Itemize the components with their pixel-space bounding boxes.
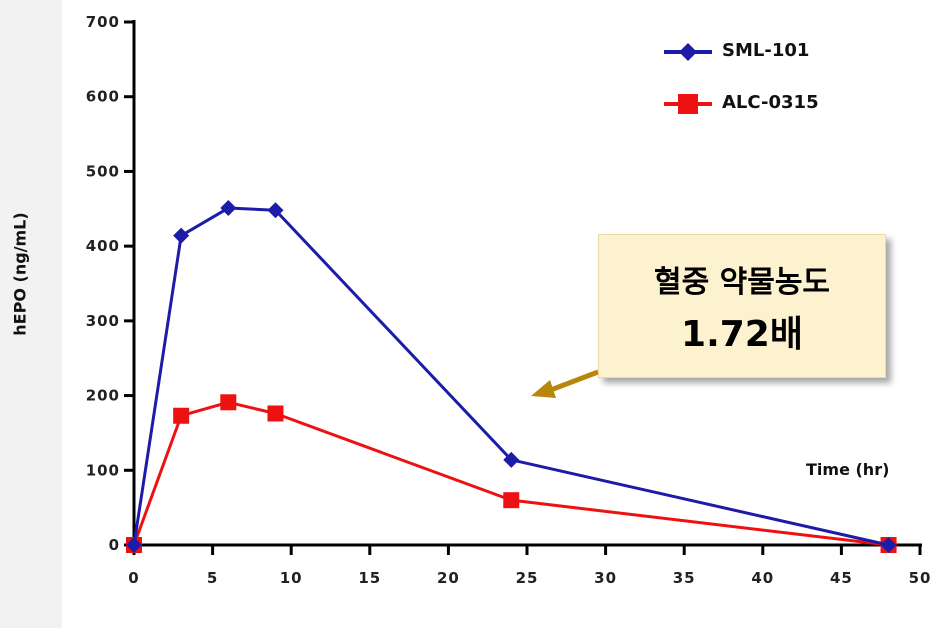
data-point-alc-0315 (267, 406, 283, 422)
y-tick-label: 100 (86, 461, 120, 479)
x-tick-label: 25 (516, 569, 539, 587)
data-point-alc-0315 (220, 394, 236, 410)
y-tick-label: 600 (86, 88, 120, 106)
data-point-alc-0315 (503, 492, 519, 508)
x-tick-label: 35 (673, 569, 696, 587)
x-tick-label: 20 (437, 569, 460, 587)
y-tick-label: 700 (86, 13, 120, 31)
y-tick-label: 300 (86, 312, 120, 330)
legend-label-alc-0315: ALC-0315 (722, 92, 819, 113)
x-tick-label: 30 (594, 569, 617, 587)
legend-swatch-marker-sml-101 (679, 43, 697, 61)
x-tick-label: 45 (830, 569, 853, 587)
legend-label-sml-101: SML-101 (722, 40, 809, 61)
y-tick-label: 400 (86, 237, 120, 255)
x-tick-label: 10 (280, 569, 303, 587)
annotation-callout: 혈중 약물농도 1.72배 (598, 234, 886, 378)
data-point-alc-0315 (173, 408, 189, 424)
callout-text-concentration: 혈중 약물농도 (599, 257, 885, 301)
x-axis-title: Time (hr) (806, 460, 889, 479)
y-axis-title-text: hEPO (ng/mL) (11, 212, 30, 335)
callout-arrow-head (531, 380, 556, 398)
data-point-sml-101 (173, 228, 189, 244)
x-tick-label: 15 (358, 569, 381, 587)
y-tick-label: 0 (109, 536, 120, 554)
legend-swatch-marker-alc-0315 (678, 94, 698, 114)
series-line-alc-0315 (134, 402, 889, 545)
x-tick-label: 5 (207, 569, 218, 587)
callout-text-ratio: 1.72배 (599, 305, 885, 357)
data-point-sml-101 (220, 200, 236, 216)
x-tick-label: 40 (751, 569, 774, 587)
y-tick-label: 500 (86, 162, 120, 180)
x-tick-label: 50 (909, 569, 932, 587)
callout-arrow-shaft (548, 372, 598, 391)
x-tick-label: 0 (128, 569, 139, 587)
y-tick-label: 200 (86, 387, 120, 405)
